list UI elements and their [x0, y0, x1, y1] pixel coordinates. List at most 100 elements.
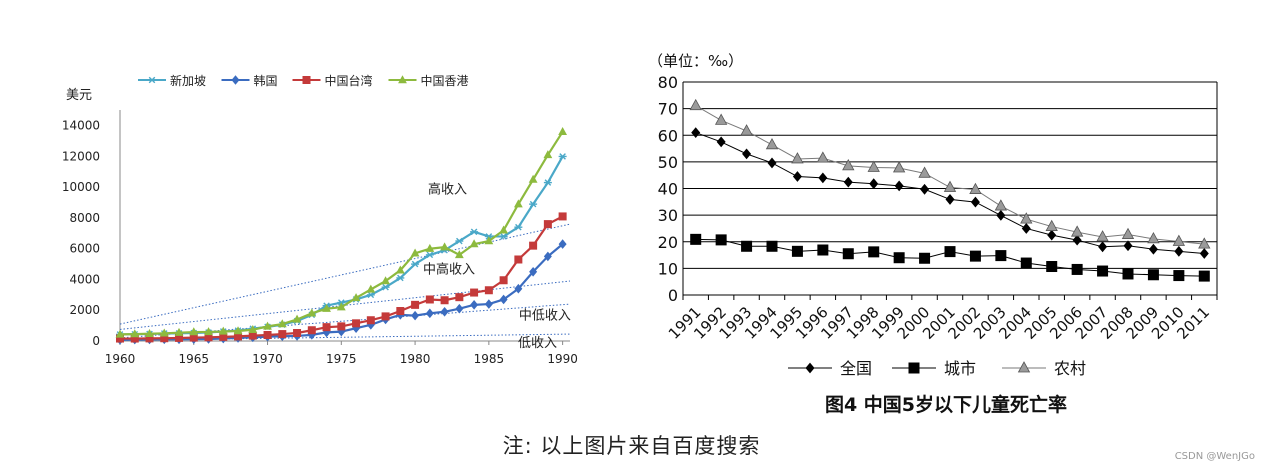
data-point-中国台湾 — [116, 334, 124, 343]
data-point-城市 — [1046, 261, 1058, 273]
data-point-农村 — [994, 199, 1008, 211]
data-point-城市 — [690, 233, 702, 245]
legend-label: 新加坡 — [170, 73, 206, 88]
legend-label: 中国香港 — [421, 73, 469, 88]
data-point-中国台湾 — [381, 312, 390, 321]
data-point-中国台湾 — [455, 293, 464, 302]
gdp-per-capita-chart: 0 2000 4000 6000 8000 10000 12000 14000 1960 1965… — [62, 73, 578, 366]
data-point-农村 — [791, 152, 804, 164]
data-point-农村 — [740, 124, 753, 136]
data-point-全国 — [1199, 248, 1209, 259]
data-point-城市 — [817, 244, 829, 256]
data-point-农村 — [1096, 230, 1109, 242]
y-tick-label: 0 — [668, 286, 678, 305]
legend-label: 韩国 — [254, 73, 278, 88]
data-point-城市 — [919, 252, 931, 264]
data-point-城市 — [944, 246, 956, 258]
income-band-label: 高收入 — [428, 181, 467, 197]
data-point-农村 — [918, 166, 931, 178]
data-point-城市 — [1122, 268, 1134, 280]
data-point-中国台湾 — [322, 323, 331, 332]
data-point-新加坡 — [514, 223, 523, 231]
data-point-中国香港 — [425, 243, 435, 252]
data-point-全国 — [894, 180, 904, 192]
x-tick-label: 1990 — [547, 352, 578, 366]
x-tick-label: 1965 — [178, 352, 209, 366]
legend-marker-农村 — [1017, 361, 1031, 373]
data-point-中国台湾 — [499, 276, 508, 285]
data-point-中国台湾 — [278, 330, 287, 339]
y-tick-label: 6000 — [69, 242, 100, 256]
data-point-城市 — [715, 234, 727, 246]
data-point-韩国 — [484, 299, 493, 309]
data-point-新加坡-stroke — [411, 260, 419, 268]
data-point-中国台湾 — [160, 334, 169, 343]
y-tick-label: 12000 — [62, 149, 100, 163]
y-tick-label: 50 — [658, 153, 678, 172]
data-point-中国香港 — [115, 329, 125, 338]
data-point-新加坡 — [396, 274, 405, 282]
income-band-label: 中高收入 — [423, 261, 475, 277]
income-threshold-line — [119, 333, 571, 341]
data-point-中国香港 — [366, 284, 376, 293]
data-point-中国台湾 — [396, 307, 405, 316]
x-tick-label: 1975 — [326, 352, 357, 366]
data-point-全国 — [920, 183, 930, 195]
data-point-城市 — [1173, 270, 1185, 282]
data-point-中国香港 — [277, 319, 287, 328]
data-point-全国 — [1098, 241, 1108, 253]
data-point-新加坡 — [411, 260, 420, 268]
data-point-新加坡 — [529, 200, 538, 208]
data-point-中国香港 — [528, 174, 538, 183]
data-point-新加坡-stroke — [559, 153, 566, 160]
data-point-城市 — [995, 250, 1007, 262]
legend-label: 城市 — [944, 359, 976, 378]
data-point-农村 — [765, 138, 779, 150]
x-tick-label: 1960 — [105, 352, 136, 366]
data-point-中国香港 — [174, 327, 184, 336]
data-point-全国 — [1148, 243, 1158, 255]
legend-label: 农村 — [1054, 359, 1086, 378]
data-point-中国台湾 — [411, 300, 420, 309]
data-point-中国台湾 — [470, 288, 479, 297]
y-tick-label: 70 — [658, 100, 678, 119]
data-point-中国台湾 — [219, 332, 228, 341]
data-point-韩国 — [543, 251, 552, 262]
y-tick-label: 8000 — [69, 211, 100, 225]
y-tick-label: 40 — [658, 180, 678, 199]
data-point-新加坡 — [470, 228, 479, 236]
legend-marker-全国 — [805, 362, 815, 374]
data-point-中国台湾 — [175, 333, 184, 342]
legend-marker-新加坡-stroke — [148, 76, 156, 84]
data-point-韩国 — [514, 283, 523, 294]
data-point-中国香港 — [336, 302, 346, 311]
data-point-农村 — [842, 159, 855, 171]
data-point-城市 — [1071, 263, 1083, 275]
data-point-城市 — [842, 248, 854, 260]
y-tick-label: 0 — [92, 334, 100, 348]
x-tick-label: 1985 — [474, 352, 505, 366]
income-band-label: 低收入 — [518, 336, 557, 351]
data-point-农村 — [943, 180, 957, 192]
data-point-农村 — [867, 160, 880, 172]
data-point-农村 — [1020, 212, 1033, 224]
legend-marker-韩国 — [231, 75, 240, 85]
data-point-中国香港 — [469, 239, 479, 248]
data-point-城市 — [1097, 265, 1109, 277]
data-point-中国台湾 — [130, 334, 139, 343]
data-point-中国香港 — [558, 127, 568, 136]
legend-marker-中国台湾 — [302, 76, 311, 84]
y-tick-label: 4000 — [69, 272, 100, 286]
data-point-中国香港 — [233, 326, 243, 335]
data-point-新加坡-stroke — [529, 200, 537, 208]
y-tick-label: 10 — [658, 259, 678, 278]
chart-title: 图4 中国5岁以下儿童死亡率 — [825, 393, 1067, 416]
data-point-城市 — [893, 252, 905, 264]
data-point-中国台湾 — [543, 220, 552, 229]
data-point-中国香港 — [145, 328, 154, 337]
y-tick-label: 2000 — [69, 303, 100, 317]
data-point-城市 — [1198, 270, 1210, 282]
unit-label: （单位：‰） — [648, 52, 743, 70]
data-point-新加坡-stroke — [470, 228, 478, 236]
y-tick-label: 14000 — [62, 119, 100, 133]
